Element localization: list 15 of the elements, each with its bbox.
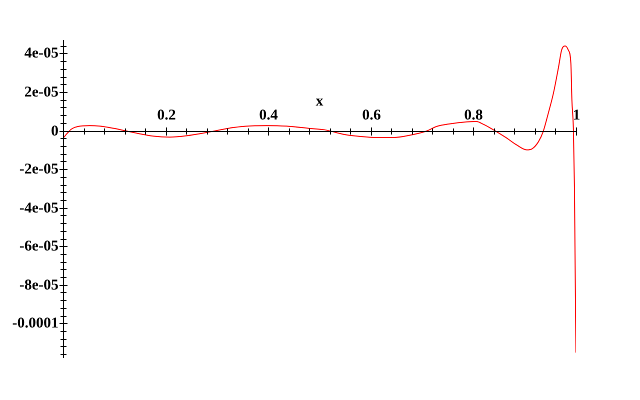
line-series	[63, 45, 576, 353]
y-tick-label: -8e-05	[19, 277, 58, 294]
x-tick-label: 1	[572, 108, 580, 124]
y-tick-label: 0	[51, 123, 58, 140]
x-tick-label: 0.2	[157, 108, 176, 124]
x-tick-label: 0.6	[362, 108, 382, 124]
x-axis-title: x	[316, 94, 324, 110]
y-tick-label: -0.0001	[12, 315, 58, 332]
y-tick-label: 2e-05	[24, 84, 58, 100]
y-tick-label: -6e-05	[19, 238, 58, 254]
y-tick-label: -4e-05	[19, 200, 58, 216]
x-tick-label: 0.8	[464, 108, 483, 124]
x-tick-label: 0.4	[259, 108, 278, 124]
y-tick-label: 4e-05	[24, 45, 58, 62]
y-tick-label: -2e-05	[19, 161, 58, 178]
